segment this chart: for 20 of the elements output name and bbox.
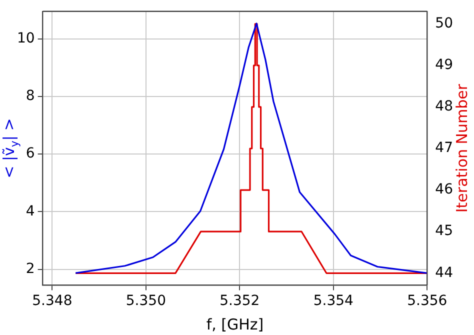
y-tick-label: 4 [26,203,35,220]
x-tick-label: 5.348 [32,293,72,310]
y2-tick-label: 47 [435,140,454,156]
x-tick-label: 5.354 [313,293,354,310]
x-tick-label: 5.352 [220,293,260,310]
y2-tick-label: 49 [435,57,454,74]
y2-tick-label: 45 [435,223,454,240]
y-tick-label: 2 [26,260,35,277]
y-tick-label: 10 [16,30,35,46]
y2-tick-label: 46 [435,182,454,198]
x-tick-label: 5.350 [126,293,166,310]
y-tick-label: 6 [26,146,35,162]
y2-tick-label: 50 [435,16,454,32]
x-tick-label: 5.356 [407,293,448,310]
y2-tick-label: 48 [435,98,454,115]
y2-tick-label: 44 [435,264,454,281]
y-tick-label: 8 [26,88,35,104]
y2-axis-title: Iteration Number [452,83,471,213]
x-axis-title: f, [GHz] [206,315,264,334]
y-axis-title: < |ṽy| > [0,118,21,178]
